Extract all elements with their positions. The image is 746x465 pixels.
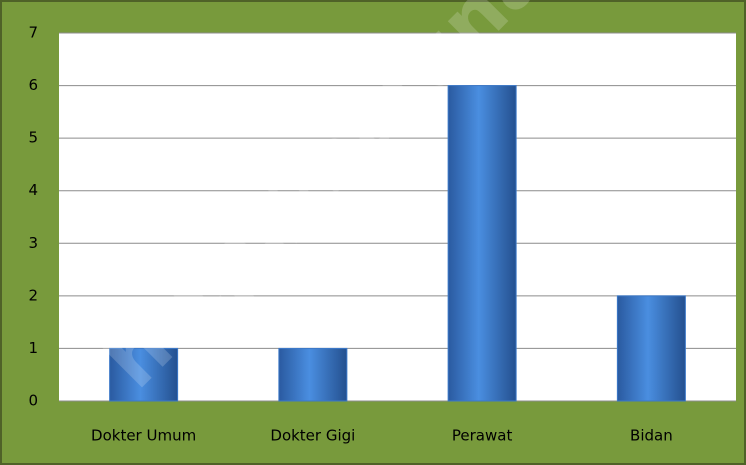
y-tick-label: 1: [28, 339, 38, 357]
bar: [447, 85, 517, 402]
bar: [616, 295, 686, 402]
bar: [109, 347, 179, 402]
y-tick-label: 6: [28, 76, 38, 94]
y-tick-label: 2: [28, 286, 38, 304]
y-tick-label: 5: [28, 129, 38, 147]
x-tick-label: Dokter Umum: [91, 427, 196, 445]
y-tick-label: 0: [28, 392, 38, 410]
x-tick-label: Perawat: [452, 427, 513, 445]
y-tick-label: 3: [28, 234, 38, 252]
x-tick-label: Bidan: [630, 427, 673, 445]
bar: [278, 347, 348, 402]
x-tick-label: Dokter Gigi: [270, 427, 355, 445]
y-tick-label: 4: [28, 181, 38, 199]
y-tick-label: 7: [28, 24, 38, 42]
